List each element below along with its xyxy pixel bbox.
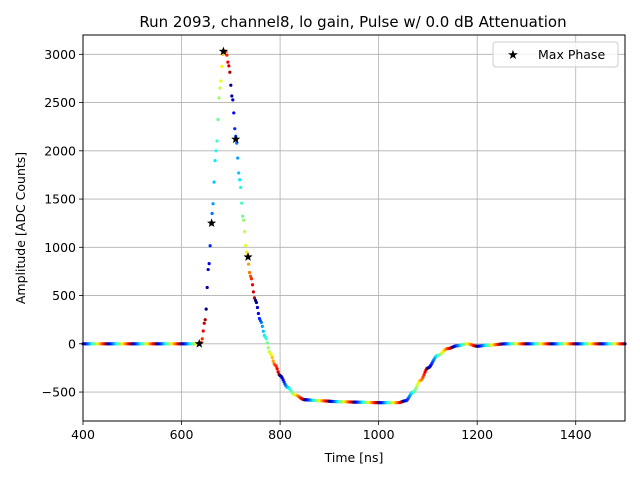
waveform-point xyxy=(218,86,222,90)
waveform-point xyxy=(244,243,248,248)
y-tick-label: 1500 xyxy=(44,192,76,207)
legend-box xyxy=(492,41,619,68)
waveform-point xyxy=(243,230,247,234)
waveform-point xyxy=(215,139,219,143)
waveform-point xyxy=(244,250,249,254)
waveform-point xyxy=(216,117,220,122)
y-tick-label: 3000 xyxy=(44,47,76,62)
waveform-point xyxy=(207,262,211,266)
waveform-point xyxy=(274,364,278,368)
max-phase-point xyxy=(218,46,228,56)
legend-entry-max-phase: Max Phase xyxy=(538,47,605,62)
waveform-point xyxy=(206,267,210,272)
y-tick-label: 2500 xyxy=(44,95,76,110)
chart-title: Run 2093, channel8, lo gain, Pulse w/ 0.… xyxy=(139,13,566,31)
waveform-point xyxy=(237,171,241,175)
y-tick-label: −500 xyxy=(42,385,76,400)
waveform-point xyxy=(203,318,207,322)
waveform-point xyxy=(219,79,223,83)
waveform-point xyxy=(228,70,232,74)
y-tick-label: 1000 xyxy=(44,240,76,255)
x-tick-label: 1400 xyxy=(560,427,592,442)
waveform-point xyxy=(201,329,205,333)
waveform-point xyxy=(239,185,243,189)
waveform-point xyxy=(421,375,425,379)
waveform-point xyxy=(202,321,206,325)
waveform-point xyxy=(231,98,235,102)
waveform-point xyxy=(276,370,280,374)
waveform-point xyxy=(266,346,270,350)
waveform-point xyxy=(226,60,230,64)
legend-star-icon: ★ xyxy=(507,48,519,63)
x-tick-label: 800 xyxy=(268,427,292,442)
max-phase-series xyxy=(194,46,253,348)
waveform-point xyxy=(213,159,217,163)
waveform-point xyxy=(251,290,256,294)
waveform-point xyxy=(236,156,240,160)
waveform-point xyxy=(217,96,221,100)
waveform-point xyxy=(259,320,263,324)
waveform-point xyxy=(220,64,224,69)
waveform-point xyxy=(422,373,426,377)
waveform-point xyxy=(264,337,268,341)
waveform-point xyxy=(249,277,254,281)
waveform-point xyxy=(225,53,229,57)
x-axis-ticks: 400 600 800 1000 1200 1400 xyxy=(71,421,592,442)
max-phase-point xyxy=(194,339,204,348)
max-phase-point xyxy=(231,134,241,144)
waveform-point xyxy=(210,211,214,216)
max-phase-point xyxy=(243,252,253,261)
waveform-point xyxy=(227,64,231,68)
legend: ★ Max Phase xyxy=(492,41,619,68)
waveform-point xyxy=(200,337,204,341)
waveform-point xyxy=(269,353,273,357)
waveform-point xyxy=(205,285,209,290)
waveform-point xyxy=(271,359,275,363)
y-tick-label: 0 xyxy=(68,336,76,351)
y-tick-label: 500 xyxy=(52,288,76,303)
waveform-point xyxy=(204,307,208,311)
waveform-point xyxy=(229,83,233,87)
waveform-point xyxy=(211,202,215,206)
plot-frame xyxy=(82,34,626,422)
x-tick-label: 600 xyxy=(170,427,194,442)
waveform-point xyxy=(256,311,261,316)
waveform-point xyxy=(261,329,265,333)
waveform-point xyxy=(247,270,252,275)
waveform-point xyxy=(250,283,255,287)
waveform-point xyxy=(214,149,218,153)
waveform-point xyxy=(248,274,253,278)
x-tick-label: 1000 xyxy=(363,427,395,442)
waveform-point xyxy=(238,178,242,182)
waveform-point xyxy=(241,214,245,218)
waveform-point xyxy=(233,127,237,131)
y-axis-ticks: −500 0 500 1000 1500 2000 2500 3000 xyxy=(42,47,83,400)
waveform-point xyxy=(232,111,236,115)
waveform-point xyxy=(246,262,251,266)
max-phase-point xyxy=(207,218,217,228)
x-tick-label: 400 xyxy=(71,427,95,442)
y-tick-label: 2000 xyxy=(44,143,76,158)
waveform-point xyxy=(275,367,279,371)
waveform-point xyxy=(208,244,212,248)
y-axis-label: Amplitude [ADC Counts] xyxy=(13,152,28,304)
waveform-point xyxy=(252,296,257,300)
waveform-point xyxy=(265,341,269,345)
waveform-point xyxy=(260,324,264,329)
x-axis-label: Time [ns] xyxy=(324,450,384,465)
waveform-point xyxy=(255,305,260,310)
x-tick-label: 1200 xyxy=(461,427,493,442)
waveform-point xyxy=(270,355,274,360)
waveform-point xyxy=(212,180,216,184)
waveform-point xyxy=(230,94,234,98)
waveform-point xyxy=(240,201,244,205)
waveform-point xyxy=(254,300,259,305)
waveform-point xyxy=(242,218,246,222)
